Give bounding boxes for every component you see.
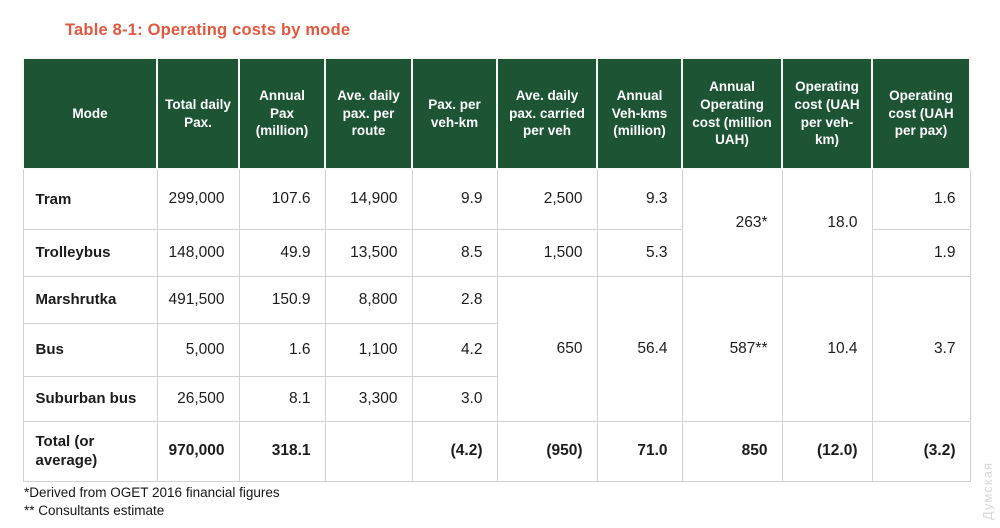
header-cell-pax-per-veh: Ave. daily pax. carried per veh xyxy=(496,57,598,170)
cell-pax-per-route: 8,800 xyxy=(324,275,413,324)
cell-annual-vehkms: 5.3 xyxy=(596,228,683,277)
cell-total-daily-pax: 5,000 xyxy=(156,322,240,377)
header-row: Mode Total daily Pax. Annual Pax (millio… xyxy=(22,57,971,170)
table-row-trolleybus: Trolleybus 148,000 49.9 13,500 8.5 1,500… xyxy=(22,228,971,277)
watermark: Думская xyxy=(980,461,995,520)
footnote-oget: *Derived from OGET 2016 financial figure… xyxy=(24,485,280,500)
cell-total-daily-pax: 26,500 xyxy=(156,375,240,422)
header-cell-cost-per-pax: Operating cost (UAH per pax) xyxy=(871,57,971,170)
cell-annual-pax: 318.1 xyxy=(238,420,326,482)
cell-total-daily-pax: 148,000 xyxy=(156,228,240,277)
cell-pax-per-vehkm: 2.8 xyxy=(411,275,498,324)
table-row-bus: Bus 5,000 1.6 1,100 4.2 xyxy=(22,322,970,377)
table-row-tram: Tram 299,000 107.6 14,900 9.9 2,500 9.3 … xyxy=(22,168,971,277)
footnote-consultants: ** Consultants estimate xyxy=(24,503,165,519)
page-title: Table 8-1: Operating costs by mode xyxy=(65,21,351,39)
header-cell-annual-pax: Annual Pax (million) xyxy=(238,57,326,170)
cell-total-daily-pax: 299,000 xyxy=(156,168,240,230)
cell-pax-per-veh: 2,500 xyxy=(496,168,598,230)
cell-cost-per-vehkm-merged: 10.4 xyxy=(781,275,873,422)
cell-cost-per-vehkm: (12.0) xyxy=(781,420,873,482)
header-cell-annual-vehkms: Annual Veh-kms (million) xyxy=(596,57,683,170)
cell-pax-per-route: 13,500 xyxy=(324,228,413,277)
cell-total-daily-pax: 491,500 xyxy=(156,275,240,324)
footnotes: *Derived from OGET 2016 financial figure… xyxy=(24,484,280,520)
header-cell-total-daily-pax: Total daily Pax. xyxy=(156,57,240,170)
header-cell-pax-per-vehkm: Pax. per veh-km xyxy=(411,57,498,170)
cell-pax-per-vehkm: 4.2 xyxy=(411,322,498,377)
cell-annual-pax: 107.6 xyxy=(238,168,326,230)
cell-pax-per-route: 3,300 xyxy=(324,375,413,422)
table-row-marshrutka: Marshrutka 491,500 150.9 8,800 2.8 650 5… xyxy=(22,275,971,422)
cell-pax-per-route: 14,900 xyxy=(324,168,413,230)
cell-pax-per-vehkm: (4.2) xyxy=(411,420,498,482)
cell-annual-pax: 1.6 xyxy=(238,322,326,377)
cell-annual-vehkms: 71.0 xyxy=(596,420,683,482)
cell-cost-per-pax: 1.9 xyxy=(871,228,971,277)
table-container: Mode Total daily Pax. Annual Pax (millio… xyxy=(22,57,971,482)
header-cell-mode: Mode xyxy=(22,57,158,170)
cell-annual-pax: 150.9 xyxy=(238,275,326,324)
cell-total-daily-pax: 970,000 xyxy=(156,420,240,482)
cell-pax-per-vehkm: 3.0 xyxy=(411,375,498,422)
table-row-total: Total (or average) 970,000 318.1 (4.2) (… xyxy=(22,420,971,482)
cell-annual-pax: 49.9 xyxy=(238,228,326,277)
cell-mode: Marshrutka xyxy=(22,275,158,324)
cell-annual-operating-cost-merged: 263* xyxy=(681,168,783,277)
cell-pax-per-vehkm: 8.5 xyxy=(411,228,498,277)
cell-annual-vehkms-merged: 56.4 xyxy=(596,275,683,422)
cell-mode: Suburban bus xyxy=(22,375,158,422)
cell-annual-pax: 8.1 xyxy=(238,375,326,422)
cell-mode: Tram xyxy=(22,168,158,230)
cell-cost-per-vehkm-merged: 18.0 xyxy=(781,168,873,277)
cell-pax-per-vehkm: 9.9 xyxy=(411,168,498,230)
cell-pax-per-veh: (950) xyxy=(496,420,598,482)
cell-pax-per-veh-merged: 650 xyxy=(496,275,598,422)
header-cell-annual-operating-cost: Annual Operating cost (million UAH) xyxy=(681,57,783,170)
cell-pax-per-route xyxy=(324,420,413,482)
cell-mode: Trolleybus xyxy=(22,228,158,277)
table-row-suburban-bus: Suburban bus 26,500 8.1 3,300 3.0 xyxy=(22,375,970,422)
header-cell-cost-per-vehkm: Operating cost (UAH per veh-km) xyxy=(781,57,873,170)
cell-pax-per-route: 1,100 xyxy=(324,322,413,377)
cell-cost-per-pax: (3.2) xyxy=(871,420,971,482)
cell-annual-operating-cost-merged: 587** xyxy=(681,275,783,422)
cell-cost-per-pax: 1.6 xyxy=(871,168,971,230)
cell-annual-vehkms: 9.3 xyxy=(596,168,683,230)
cell-mode: Bus xyxy=(22,322,158,377)
cell-annual-operating-cost: 850 xyxy=(681,420,783,482)
header-cell-pax-per-route: Ave. daily pax. per route xyxy=(324,57,413,170)
cell-mode: Total (or average) xyxy=(22,420,158,482)
cell-pax-per-veh: 1,500 xyxy=(496,228,598,277)
cell-cost-per-pax-merged: 3.7 xyxy=(871,275,971,422)
operating-costs-table: Mode Total daily Pax. Annual Pax (millio… xyxy=(22,57,971,482)
